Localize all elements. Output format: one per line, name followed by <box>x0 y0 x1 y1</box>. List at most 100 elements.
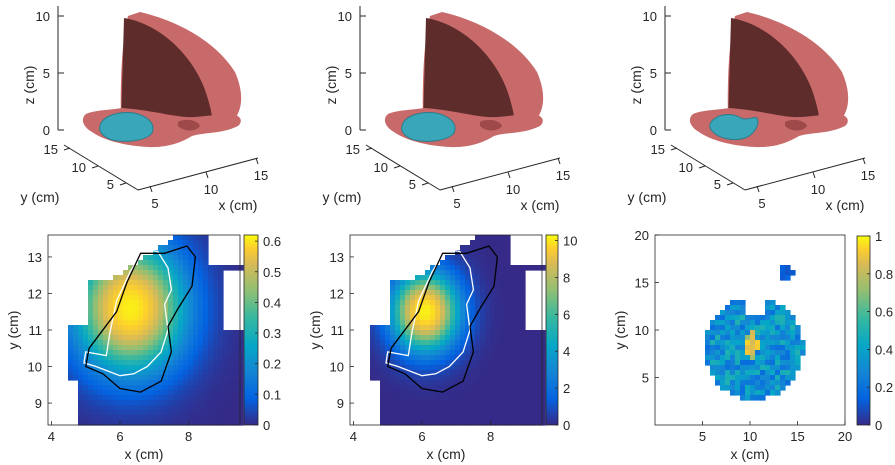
heatmap-cell <box>795 345 801 351</box>
heatmap-cell <box>218 320 224 326</box>
heatmap-cell <box>485 415 491 421</box>
heatmap-cell <box>775 305 781 311</box>
heatmap-cell <box>440 300 446 306</box>
heatmap-cell <box>710 340 716 346</box>
heatmap-cell <box>455 375 461 381</box>
heatmap-cell <box>465 420 471 426</box>
heatmap-cell <box>218 395 224 401</box>
heatmap-cell <box>440 405 446 411</box>
heatmap-cell <box>495 410 501 416</box>
heatmap-cell <box>445 370 451 376</box>
heatmap-cell <box>430 370 436 376</box>
heatmap-cell <box>238 385 244 391</box>
heatmap-cell <box>395 360 401 366</box>
heatmap-cell <box>198 265 204 271</box>
heatmap-cell <box>238 340 244 346</box>
heatmap-cell <box>203 250 209 256</box>
heatmap-cell <box>400 395 406 401</box>
heatmap-cell <box>178 355 184 361</box>
heatmap-cell <box>470 295 476 301</box>
heatmap-cell <box>435 290 441 296</box>
heatmap-cell <box>455 370 461 376</box>
heatmap-cell <box>430 285 436 291</box>
heatmap-cell <box>143 255 149 261</box>
heatmap-cell <box>158 255 164 261</box>
heatmap-cell <box>173 245 179 251</box>
heatmap-cell <box>505 275 511 281</box>
y-tick-label: 15 <box>44 142 58 157</box>
heatmap-cell <box>83 380 89 386</box>
heatmap-cell <box>420 365 426 371</box>
heatmap-cell <box>440 375 446 381</box>
heatmap-cell <box>710 325 716 331</box>
heatmap-cell <box>385 345 391 351</box>
heatmap-cell <box>98 410 104 416</box>
heatmap-cell <box>153 255 159 261</box>
heatmap-cell <box>223 335 229 341</box>
heatmap-cell <box>440 260 446 266</box>
heatmap-cell <box>510 390 516 396</box>
heatmap-cell <box>765 320 771 326</box>
heatmap-cell <box>223 395 229 401</box>
heatmap-cell <box>168 275 174 281</box>
heatmap-cell <box>198 325 204 331</box>
heatmap-cell <box>193 320 199 326</box>
heatmap-cell <box>795 330 801 336</box>
heatmap-cell <box>158 325 164 331</box>
heatmap-cell <box>470 420 476 426</box>
heatmap-cell <box>380 355 386 361</box>
heatmap-cell <box>470 380 476 386</box>
heatmap-cell <box>490 380 496 386</box>
heatmap-cell <box>435 380 441 386</box>
heatmap-cell <box>123 420 129 426</box>
heatmap-cell <box>505 280 511 286</box>
heatmap-cell <box>118 295 124 301</box>
heatmap-cell <box>178 250 184 256</box>
heatmap-cell <box>485 325 491 331</box>
heatmap-cell <box>198 410 204 416</box>
heatmap-cell <box>755 350 761 356</box>
y-tick-label: 9 <box>337 396 344 411</box>
heatmap-cell <box>405 280 411 286</box>
heatmap-cell <box>188 370 194 376</box>
heatmap-cell <box>78 330 84 336</box>
heatmap-cell <box>213 285 219 291</box>
heatmap-cell <box>138 280 144 286</box>
heatmap-cell <box>163 390 169 396</box>
heatmap-cell <box>113 410 119 416</box>
heatmap-cell <box>425 280 431 286</box>
heatmap-cell <box>193 415 199 421</box>
heatmap-cell <box>148 300 154 306</box>
heatmap-cell <box>228 360 234 366</box>
heatmap-cell <box>83 390 89 396</box>
heatmap-cell <box>163 255 169 261</box>
heatmap-cell <box>750 325 756 331</box>
heatmap-cell <box>790 350 796 356</box>
heatmap-cell <box>490 290 496 296</box>
x-axis <box>137 157 259 191</box>
x-tick-label: 6 <box>418 429 425 444</box>
heatmap-cell <box>505 420 511 426</box>
heatmap-cell <box>213 305 219 311</box>
heatmap-cell <box>440 295 446 301</box>
heatmap-cell <box>108 310 114 316</box>
heatmap-cell <box>465 340 471 346</box>
heatmap-cell <box>223 375 229 381</box>
heatmap-cell <box>143 270 149 276</box>
heatmap-cell <box>420 335 426 341</box>
heatmap-cell <box>178 275 184 281</box>
heatmap-cell <box>515 310 521 316</box>
heatmap-cell <box>380 325 386 331</box>
heatmap-cell <box>178 270 184 276</box>
heatmap-cell <box>485 240 491 246</box>
heatmap-cell <box>405 300 411 306</box>
heatmap-cell <box>148 320 154 326</box>
heatmap-cell <box>475 280 481 286</box>
heatmap-cell <box>390 395 396 401</box>
heatmap-cell <box>153 410 159 416</box>
heatmap-cell <box>395 330 401 336</box>
heatmap-cell <box>440 320 446 326</box>
heatmap-cell <box>770 365 776 371</box>
heatmap-cell <box>485 320 491 326</box>
heatmap-cell <box>198 305 204 311</box>
